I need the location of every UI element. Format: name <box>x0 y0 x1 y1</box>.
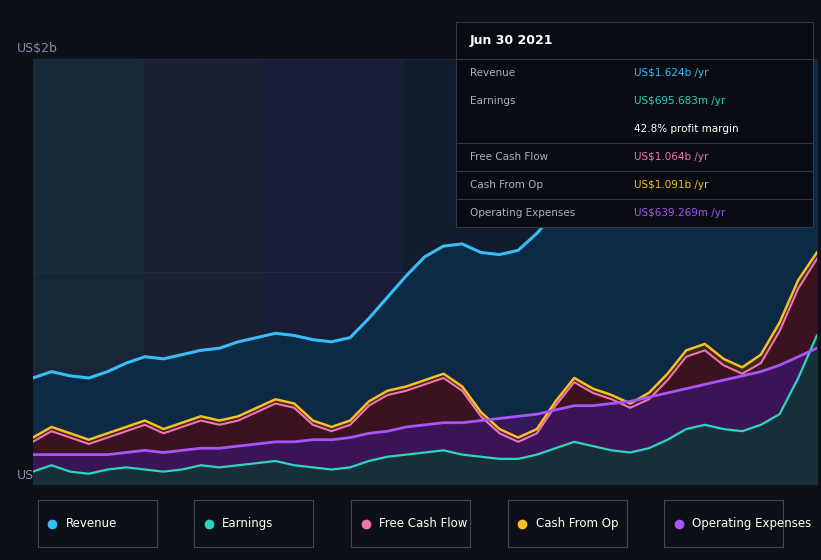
Text: Revenue: Revenue <box>66 517 117 530</box>
Bar <box>261 59 401 484</box>
Text: Earnings: Earnings <box>222 517 273 530</box>
Text: 42.8% profit margin: 42.8% profit margin <box>635 124 739 134</box>
Text: US$0: US$0 <box>17 469 50 482</box>
Text: Operating Expenses: Operating Expenses <box>470 208 576 218</box>
Text: Free Cash Flow: Free Cash Flow <box>470 152 548 162</box>
Text: Jun 30 2021: Jun 30 2021 <box>470 34 553 47</box>
Bar <box>33 59 142 484</box>
Bar <box>142 59 261 484</box>
Text: US$1.064b /yr: US$1.064b /yr <box>635 152 709 162</box>
Text: Free Cash Flow: Free Cash Flow <box>379 517 467 530</box>
Text: US$2b: US$2b <box>17 41 58 54</box>
Text: Cash From Op: Cash From Op <box>470 180 543 190</box>
Text: Revenue: Revenue <box>470 68 515 78</box>
Text: Earnings: Earnings <box>470 96 516 106</box>
Text: Cash From Op: Cash From Op <box>535 517 618 530</box>
Text: US$639.269m /yr: US$639.269m /yr <box>635 208 726 218</box>
Text: US$695.683m /yr: US$695.683m /yr <box>635 96 726 106</box>
Text: US$1.624b /yr: US$1.624b /yr <box>635 68 709 78</box>
Text: Operating Expenses: Operating Expenses <box>692 517 811 530</box>
Text: US$1.091b /yr: US$1.091b /yr <box>635 180 709 190</box>
Bar <box>640 59 817 484</box>
